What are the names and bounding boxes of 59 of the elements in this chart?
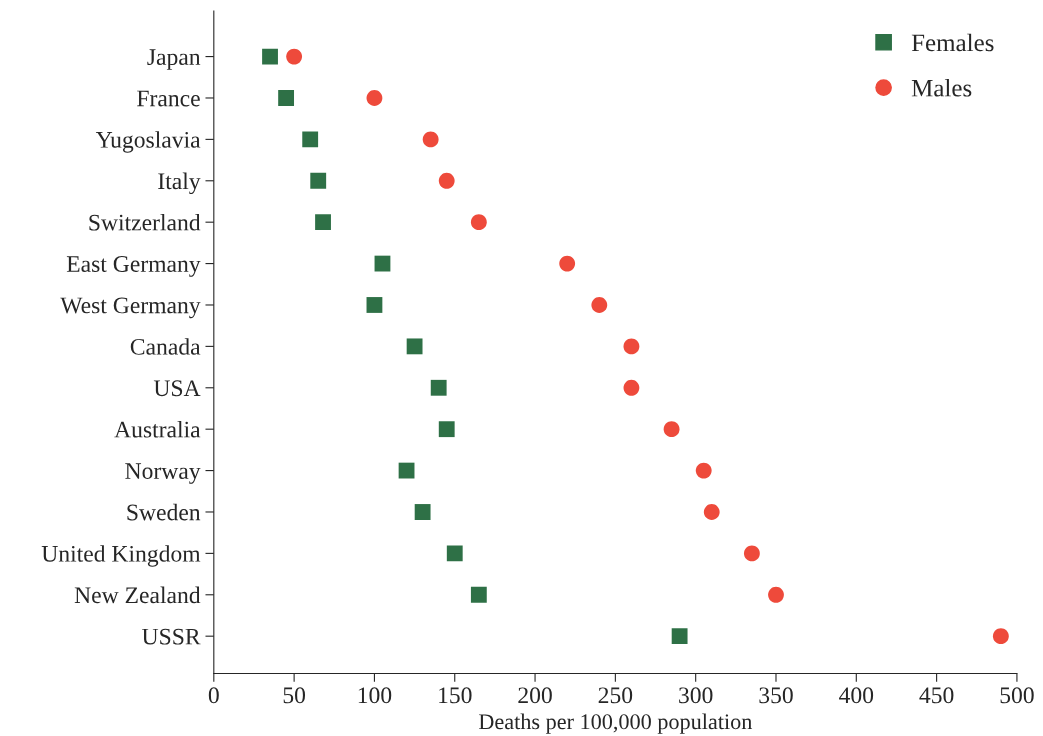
point bbox=[438, 172, 455, 189]
y-tick-label: United Kingdom bbox=[41, 545, 201, 567]
point bbox=[623, 338, 640, 355]
point bbox=[366, 297, 383, 313]
x-tick-label: 0 bbox=[208, 687, 219, 704]
point bbox=[446, 545, 463, 562]
point bbox=[414, 504, 431, 520]
x-tick-label: 200 bbox=[518, 687, 552, 704]
point bbox=[559, 255, 576, 272]
point bbox=[366, 90, 383, 106]
y-tick-label: Switzerland bbox=[89, 213, 201, 231]
y-tick-label: West Germany bbox=[60, 297, 201, 319]
y-tick-label: France bbox=[137, 90, 200, 107]
x-tick-label: 100 bbox=[358, 687, 392, 704]
point bbox=[663, 421, 680, 438]
x-tick-label: 250 bbox=[598, 687, 633, 704]
point bbox=[470, 214, 487, 231]
point bbox=[623, 379, 640, 396]
point bbox=[470, 586, 487, 603]
point bbox=[591, 297, 608, 313]
point bbox=[262, 48, 278, 65]
y-tick-label: USA bbox=[153, 380, 201, 397]
point bbox=[315, 214, 331, 231]
legend-label: Females bbox=[911, 33, 994, 52]
x-tick-label: 300 bbox=[679, 687, 713, 704]
y-tick-label: Japan bbox=[147, 49, 201, 70]
x-axis-title: Deaths per 100,000 population bbox=[478, 713, 753, 734]
x-tick-label: 400 bbox=[839, 687, 874, 704]
y-tick-label: Yugoslavia bbox=[95, 131, 201, 153]
y-tick-label: Canada bbox=[130, 338, 201, 355]
point bbox=[310, 172, 327, 189]
x-tick-label: 50 bbox=[283, 687, 306, 704]
point bbox=[695, 462, 712, 479]
y-tick-label: Sweden bbox=[127, 503, 201, 521]
x-tick-label: 350 bbox=[759, 687, 793, 704]
legend-label: Males bbox=[911, 79, 972, 97]
x-tick-label: 150 bbox=[439, 687, 472, 704]
x-tick-label: 450 bbox=[919, 687, 954, 704]
x-tick-label: 500 bbox=[1000, 687, 1034, 704]
point bbox=[430, 379, 447, 396]
point bbox=[992, 628, 1009, 645]
point bbox=[374, 255, 391, 272]
point bbox=[406, 338, 423, 355]
point bbox=[278, 90, 295, 106]
point bbox=[703, 504, 720, 520]
point bbox=[422, 131, 439, 148]
point bbox=[302, 131, 319, 148]
y-tick-label: Norway bbox=[125, 463, 201, 484]
point bbox=[398, 462, 415, 479]
point bbox=[671, 628, 688, 645]
point bbox=[743, 545, 760, 562]
y-tick-label: USSR bbox=[142, 628, 201, 645]
point bbox=[438, 421, 455, 438]
y-tick-label: Italy bbox=[158, 172, 201, 195]
y-tick-label: Australia bbox=[114, 420, 201, 438]
point bbox=[768, 586, 784, 603]
y-tick-label: New Zealand bbox=[74, 586, 201, 604]
y-tick-label: East Germany bbox=[66, 256, 201, 277]
point bbox=[286, 48, 303, 65]
